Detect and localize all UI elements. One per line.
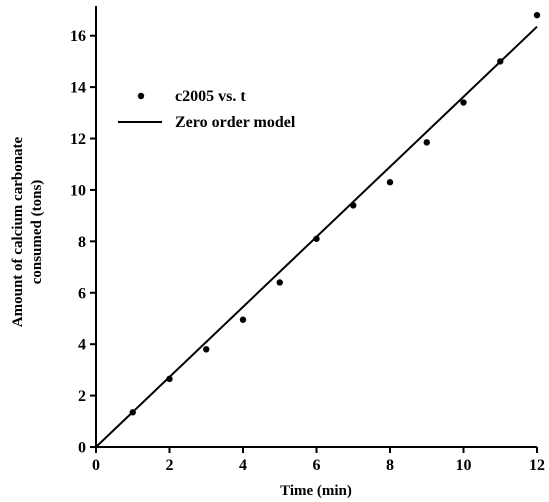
- data-point: [129, 409, 136, 416]
- y-tick-label: 10: [70, 182, 86, 199]
- data-point: [423, 139, 430, 146]
- y-axis-title-line-1: Amount of calcium carbonate: [10, 136, 26, 327]
- data-points: [129, 11, 541, 416]
- data-point: [276, 279, 283, 286]
- y-ticks: 0 2 4 6 8 10 12 14 16: [70, 28, 96, 457]
- data-point: [203, 346, 210, 353]
- x-tick-label: 10: [456, 457, 472, 474]
- data-point: [239, 316, 247, 323]
- x-tick-label: 4: [239, 457, 247, 474]
- y-tick-label: 6: [78, 285, 86, 302]
- x-ticks: 0 2 4 6 8 10 12: [92, 447, 545, 474]
- data-point: [350, 202, 357, 209]
- x-axis-title: Time (min): [280, 483, 352, 499]
- y-tick-label: 0: [78, 440, 86, 457]
- x-tick-label: 8: [386, 457, 394, 474]
- data-point: [166, 375, 173, 383]
- y-axis-title-line-2: consumed (tons): [29, 180, 45, 285]
- data-point: [497, 58, 504, 65]
- y-tick-label: 8: [78, 234, 86, 251]
- x-tick-label: 6: [313, 457, 321, 474]
- y-tick-label: 4: [78, 337, 86, 354]
- legend-marker-dot: [137, 92, 145, 100]
- data-point: [533, 11, 541, 19]
- y-tick-label: 14: [70, 80, 86, 97]
- y-tick-label: 12: [70, 131, 86, 148]
- legend-label-line: Zero order model: [175, 114, 296, 131]
- y-tick-label: 2: [78, 388, 86, 405]
- axes: [95, 6, 537, 448]
- x-tick-label: 12: [529, 457, 545, 474]
- data-point: [460, 99, 467, 106]
- data-point: [386, 179, 394, 186]
- x-tick-label: 0: [92, 457, 100, 474]
- y-axis-title-group: Amount of calcium carbonate consumed (to…: [10, 136, 45, 327]
- x-tick-label: 2: [166, 457, 174, 474]
- data-point: [313, 235, 320, 242]
- legend: c2005 vs. t Zero order model: [118, 88, 296, 131]
- legend-label-scatter: c2005 vs. t: [175, 88, 246, 105]
- y-tick-label: 16: [70, 28, 86, 45]
